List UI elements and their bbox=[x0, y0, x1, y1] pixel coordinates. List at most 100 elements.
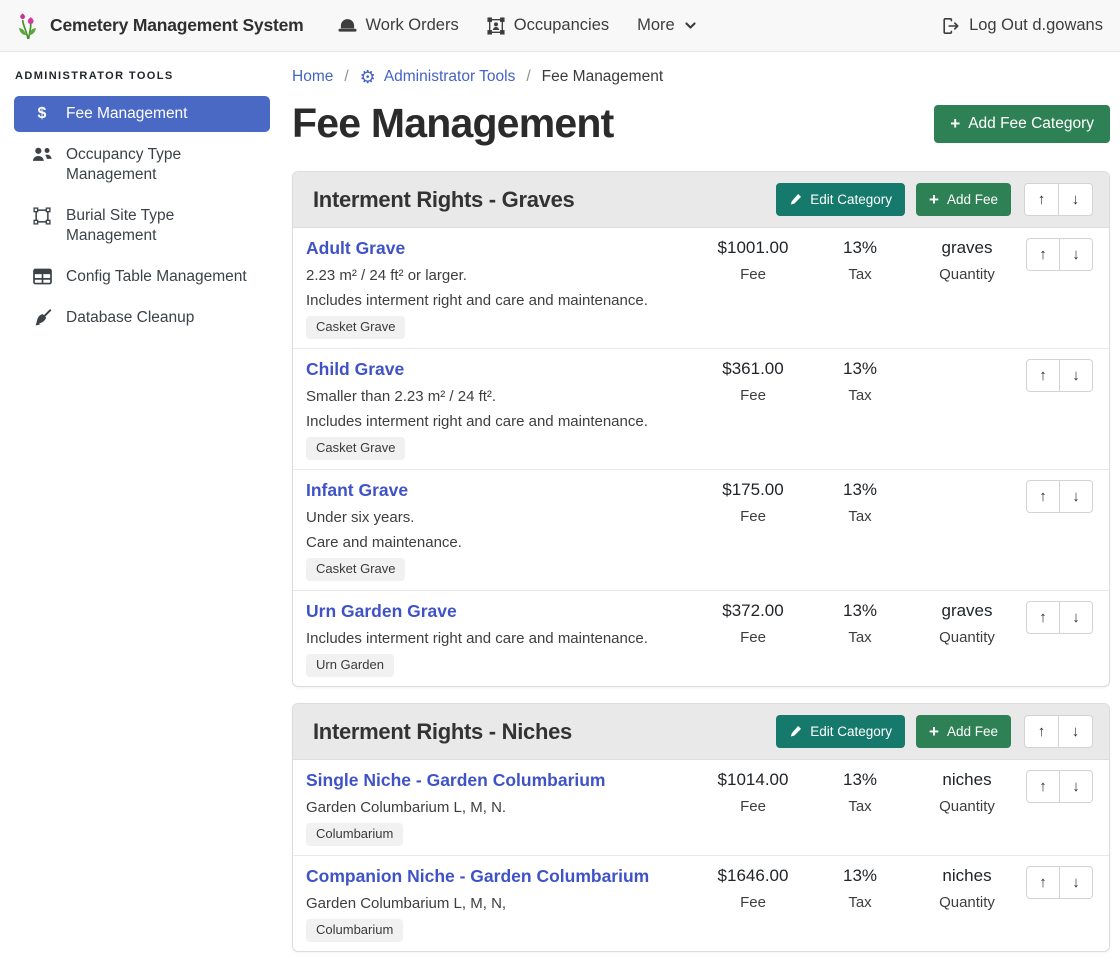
move-category-down-button[interactable]: ↓ bbox=[1058, 183, 1093, 216]
fee-tax-label: Tax bbox=[848, 629, 872, 646]
edit-category-button[interactable]: Edit Category bbox=[776, 715, 906, 748]
sidebar-item-database-cleanup[interactable]: Database Cleanup bbox=[14, 300, 270, 336]
add-fee-category-button[interactable]: + Add Fee Category bbox=[934, 104, 1110, 143]
fee-quantity-label: Quantity bbox=[939, 266, 995, 283]
broom-icon bbox=[31, 309, 53, 327]
fee-reorder-group: ↑ ↓ bbox=[1026, 866, 1093, 899]
category-title: Interment Rights - Graves bbox=[313, 186, 575, 212]
fee-row: Single Niche - Garden Columbarium Garden… bbox=[293, 760, 1109, 855]
main-content: Home / ⚙ Administrator Tools / Fee Manag… bbox=[292, 52, 1110, 968]
sidebar-item-occupancy-type-management[interactable]: Occupancy Type Management bbox=[14, 137, 270, 193]
move-category-up-button[interactable]: ↑ bbox=[1024, 715, 1059, 748]
fee-name-link[interactable]: Adult Grave bbox=[306, 238, 406, 258]
fee-tax: 13% bbox=[842, 770, 878, 789]
fee-row: Adult Grave 2.23 m² / 24 ft² or larger. … bbox=[293, 228, 1109, 348]
move-fee-down-button[interactable]: ↓ bbox=[1059, 770, 1093, 803]
brand[interactable]: Cemetery Management System bbox=[15, 12, 304, 40]
sidebar: Administrator Tools $ Fee Management Occ… bbox=[0, 52, 282, 341]
sidebar-heading: Administrator Tools bbox=[15, 70, 174, 82]
fee-main: Infant Grave Under six years. Care and m… bbox=[306, 480, 695, 581]
fee-main: Single Niche - Garden Columbarium Garden… bbox=[306, 770, 695, 846]
fee-reorder-group: ↑ ↓ bbox=[1026, 480, 1093, 513]
users-icon bbox=[31, 146, 53, 163]
fee-description: Under six years. bbox=[306, 509, 415, 526]
move-fee-down-button[interactable]: ↓ bbox=[1059, 866, 1093, 899]
breadcrumb-separator: / bbox=[526, 68, 531, 85]
up-arrow-icon: ↑ bbox=[1037, 723, 1046, 740]
fee-description: Garden Columbarium L, M, N, bbox=[306, 895, 507, 912]
fee-quantity: graves bbox=[941, 238, 993, 257]
category-header: Interment Rights - Niches Edit Category … bbox=[293, 704, 1109, 760]
sidebar-item-fee-management[interactable]: $ Fee Management bbox=[14, 96, 270, 132]
categories: Interment Rights - Graves Edit Category … bbox=[292, 171, 1110, 952]
fee-main: Adult Grave 2.23 m² / 24 ft² or larger. … bbox=[306, 238, 695, 339]
move-fee-up-button[interactable]: ↑ bbox=[1026, 480, 1060, 513]
fee-name-link[interactable]: Companion Niche - Garden Columbarium bbox=[306, 866, 650, 886]
fee-name-link[interactable]: Infant Grave bbox=[306, 480, 409, 500]
move-fee-down-button[interactable]: ↓ bbox=[1059, 359, 1093, 392]
fee-row: Child Grave Smaller than 2.23 m² / 24 ft… bbox=[293, 348, 1109, 469]
sign-out-icon bbox=[941, 17, 960, 35]
move-fee-up-button[interactable]: ↑ bbox=[1026, 601, 1060, 634]
fee-main: Child Grave Smaller than 2.23 m² / 24 ft… bbox=[306, 359, 695, 460]
move-fee-up-button[interactable]: ↑ bbox=[1026, 866, 1060, 899]
fee-quantity: graves bbox=[941, 601, 993, 620]
fee-amount: $1646.00 bbox=[717, 866, 789, 885]
fee-quantity-column: graves Quantity bbox=[912, 238, 1022, 283]
category-title: Interment Rights - Niches bbox=[313, 718, 572, 744]
move-fee-up-button[interactable]: ↑ bbox=[1026, 359, 1060, 392]
fee-amount-label: Fee bbox=[740, 894, 766, 911]
pencil-icon bbox=[789, 725, 802, 738]
fee-amount-column: $175.00 Fee bbox=[698, 480, 808, 525]
edit-category-button[interactable]: Edit Category bbox=[776, 183, 906, 216]
move-category-up-button[interactable]: ↑ bbox=[1024, 183, 1059, 216]
sidebar-item-burial-site-type-management[interactable]: Burial Site Type Management bbox=[14, 198, 270, 254]
fee-list: Single Niche - Garden Columbarium Garden… bbox=[293, 760, 1109, 951]
nav-occupancies[interactable]: Occupancies bbox=[473, 16, 623, 35]
table-icon bbox=[31, 268, 53, 285]
fee-amount-column: $1014.00 Fee bbox=[698, 770, 808, 815]
fee-tax-column: 13% Tax bbox=[811, 601, 909, 646]
fee-tax-label: Tax bbox=[848, 798, 872, 815]
down-arrow-icon: ↓ bbox=[1072, 488, 1080, 505]
up-arrow-icon: ↑ bbox=[1039, 367, 1047, 384]
pencil-icon bbox=[789, 193, 802, 206]
fee-tax: 13% bbox=[842, 238, 878, 257]
down-arrow-icon: ↓ bbox=[1072, 367, 1080, 384]
fee-name-link[interactable]: Child Grave bbox=[306, 359, 405, 379]
fee-quantity: niches bbox=[942, 770, 992, 789]
fee-row: Urn Garden Grave Includes interment righ… bbox=[293, 590, 1109, 686]
fee-amount-label: Fee bbox=[740, 508, 766, 525]
fee-reorder-group: ↑ ↓ bbox=[1026, 601, 1093, 634]
add-fee-button[interactable]: + Add Fee bbox=[916, 715, 1011, 748]
nav-more[interactable]: More bbox=[623, 16, 711, 35]
fee-type-badge: Columbarium bbox=[306, 919, 404, 942]
fee-tax-column: 13% Tax bbox=[811, 480, 909, 525]
fee-tax: 13% bbox=[842, 359, 878, 378]
move-fee-down-button[interactable]: ↓ bbox=[1059, 238, 1093, 271]
add-fee-button[interactable]: + Add Fee bbox=[916, 183, 1011, 216]
breadcrumb-separator: / bbox=[344, 68, 349, 85]
fee-tax-label: Tax bbox=[848, 894, 872, 911]
move-fee-up-button[interactable]: ↑ bbox=[1026, 238, 1060, 271]
sidebar-item-config-table-management[interactable]: Config Table Management bbox=[14, 259, 270, 295]
down-arrow-icon: ↓ bbox=[1071, 191, 1080, 208]
logout-link[interactable]: Log Out d.gowans bbox=[927, 16, 1105, 35]
move-fee-down-button[interactable]: ↓ bbox=[1059, 601, 1093, 634]
fee-description: Includes interment right and care and ma… bbox=[306, 413, 648, 430]
move-category-down-button[interactable]: ↓ bbox=[1058, 715, 1093, 748]
move-fee-up-button[interactable]: ↑ bbox=[1026, 770, 1060, 803]
nav-work-orders[interactable]: Work Orders bbox=[324, 16, 473, 35]
breadcrumb-home-link[interactable]: Home bbox=[292, 68, 334, 85]
fee-description: 2.23 m² / 24 ft² or larger. bbox=[306, 267, 467, 284]
fee-tax-column: 13% Tax bbox=[811, 359, 909, 404]
page-title: Fee Management bbox=[292, 100, 614, 146]
fee-name-link[interactable]: Urn Garden Grave bbox=[306, 601, 457, 621]
fee-name-link[interactable]: Single Niche - Garden Columbarium bbox=[306, 770, 606, 790]
category-header: Interment Rights - Graves Edit Category … bbox=[293, 172, 1109, 228]
breadcrumb-administrator-tools-link[interactable]: ⚙ Administrator Tools bbox=[359, 67, 516, 87]
move-fee-down-button[interactable]: ↓ bbox=[1059, 480, 1093, 513]
chevron-down-icon bbox=[684, 19, 697, 32]
fee-amount: $372.00 bbox=[722, 601, 784, 620]
fee-main: Companion Niche - Garden Columbarium Gar… bbox=[306, 866, 695, 942]
